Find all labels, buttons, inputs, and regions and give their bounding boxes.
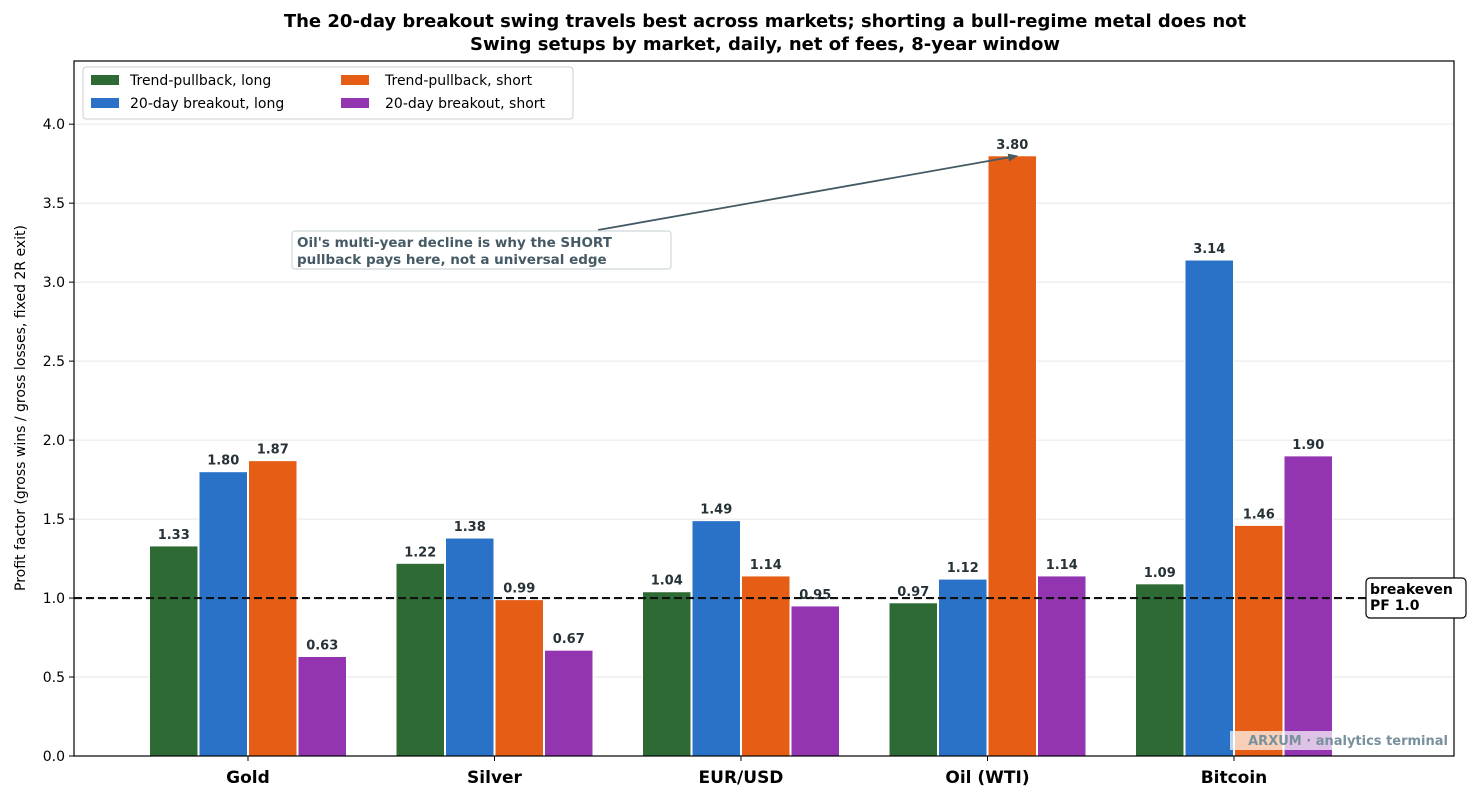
- data-label-eur-usd-20-day-breakout-long: 1.49: [700, 503, 732, 518]
- legend-swatch-breakout-long: [91, 98, 119, 108]
- legend-swatch-breakout-short: [341, 98, 369, 108]
- bar-gold-trend-pullback-short: [248, 460, 298, 757]
- x-tick-label-eur-usd: EUR/USD: [699, 768, 784, 788]
- bar-silver-20-day-breakout-short: [544, 649, 594, 757]
- y-tick-label: 1.5: [43, 512, 65, 528]
- bar-bitcoin-20-day-breakout-short: [1283, 455, 1333, 757]
- data-label-silver-20-day-breakout-long: 1.38: [454, 520, 486, 535]
- y-tick-label: 3.5: [43, 196, 65, 212]
- x-tick-label-oil-wti: Oil (WTI): [945, 768, 1029, 788]
- bar-eur-usd-20-day-breakout-short: [790, 605, 840, 757]
- data-label-gold-trend-pullback-long: 1.33: [158, 528, 190, 543]
- bar-eur-usd-trend-pullback-short: [741, 575, 791, 757]
- annotation: Oil's multi-year decline is why the SHOR…: [291, 153, 1019, 270]
- bar-eur-usd-trend-pullback-long: [642, 591, 692, 757]
- legend-label-trend-pullback-short: Trend-pullback, short: [384, 73, 533, 89]
- annotation-box: [291, 230, 672, 270]
- watermark-bg: [1230, 731, 1450, 750]
- data-label-silver-trend-pullback-long: 1.22: [404, 545, 436, 560]
- x-tick-label-silver: Silver: [467, 768, 523, 788]
- bar-oil-wti-20-day-breakout-long: [938, 578, 988, 757]
- data-label-oil-wti-20-day-breakout-short: 1.14: [1046, 558, 1078, 573]
- data-label-silver-trend-pullback-short: 0.99: [503, 582, 535, 597]
- chart-subtitle: Swing setups by market, daily, net of fe…: [470, 34, 1060, 55]
- x-tick-label-gold: Gold: [226, 768, 270, 788]
- bar-gold-20-day-breakout-short: [297, 655, 347, 757]
- legend-label-trend-pullback-long: Trend-pullback, long: [129, 73, 271, 89]
- bar-oil-wti-trend-pullback-long: [888, 602, 938, 757]
- x-axis: Gold Silver EUR/USD Oil (WTI) Bitcoin: [226, 756, 1267, 788]
- breakeven-label-line-1: breakeven: [1370, 582, 1453, 598]
- data-label-bitcoin-trend-pullback-short: 1.46: [1243, 507, 1275, 522]
- data-labels: 1.33 1.80 1.87 0.63 1.22 1.38 0.99 0.67 1.04 1.49…: [158, 138, 1325, 654]
- watermark: ARXUM · analytics terminal: [1248, 734, 1448, 749]
- data-label-silver-20-day-breakout-short: 0.67: [553, 632, 585, 647]
- y-tick-label: 1.0: [43, 591, 65, 607]
- data-label-oil-wti-20-day-breakout-long: 1.12: [947, 561, 979, 576]
- data-label-eur-usd-trend-pullback-long: 1.04: [651, 574, 683, 589]
- data-label-oil-wti-trend-pullback-short: 3.80: [996, 138, 1028, 153]
- legend-swatch-trend-pullback-short: [341, 75, 369, 85]
- data-label-gold-20-day-breakout-short: 0.63: [306, 638, 338, 653]
- breakeven-label: breakeven PF 1.0: [1365, 577, 1467, 619]
- bar-bitcoin-20-day-breakout-long: [1184, 259, 1234, 757]
- bar-eur-usd-20-day-breakout-long: [691, 520, 741, 757]
- x-tick-label-bitcoin: Bitcoin: [1201, 768, 1268, 788]
- bar-silver-trend-pullback-long: [395, 562, 445, 757]
- breakeven-label-line-2: PF 1.0: [1370, 598, 1420, 614]
- legend-swatch-trend-pullback-long: [91, 75, 119, 85]
- data-label-bitcoin-trend-pullback-long: 1.09: [1144, 566, 1176, 581]
- data-label-eur-usd-20-day-breakout-short: 0.95: [799, 588, 831, 603]
- data-label-bitcoin-20-day-breakout-short: 1.90: [1292, 438, 1324, 453]
- legend-label-breakout-short: 20-day breakout, short: [385, 96, 546, 112]
- bar-gold-trend-pullback-long: [149, 545, 199, 757]
- legend-label-breakout-long: 20-day breakout, long: [130, 96, 284, 112]
- y-tick-label: 2.5: [43, 354, 65, 370]
- y-tick-label: 3.0: [43, 275, 65, 291]
- annotation-arrow: [597, 156, 1009, 231]
- y-axis: 0.0 0.5 1.0 1.5 2.0 2.5 3.0 3.5 4.0: [43, 117, 74, 765]
- bar-bitcoin-trend-pullback-short: [1234, 524, 1284, 757]
- data-label-gold-20-day-breakout-long: 1.80: [207, 454, 239, 469]
- chart-title: The 20-day breakout swing travels best a…: [284, 11, 1247, 32]
- bar-gold-20-day-breakout-long: [198, 471, 248, 757]
- bar-bitcoin-trend-pullback-long: [1135, 583, 1185, 757]
- bar-silver-trend-pullback-short: [494, 599, 544, 757]
- bar-oil-wti-20-day-breakout-short: [1037, 575, 1087, 757]
- bar-oil-wti-trend-pullback-short: [987, 155, 1037, 757]
- y-axis-label: Profit factor (gross wins / gross losses…: [13, 225, 29, 591]
- data-label-gold-trend-pullback-short: 1.87: [257, 443, 289, 458]
- annotation-line-1: Oil's multi-year decline is why the SHOR…: [297, 235, 613, 251]
- y-tick-label: 2.0: [43, 433, 65, 449]
- y-tick-label: 0.5: [43, 670, 65, 686]
- data-label-oil-wti-trend-pullback-long: 0.97: [897, 585, 929, 600]
- legend-box: [82, 66, 574, 120]
- bar-silver-20-day-breakout-long: [445, 537, 495, 757]
- plot-frame: [73, 60, 1455, 757]
- data-label-eur-usd-trend-pullback-short: 1.14: [750, 558, 782, 573]
- data-label-bitcoin-20-day-breakout-long: 3.14: [1193, 242, 1225, 257]
- annotation-line-2: pullback pays here, not a universal edge: [297, 252, 607, 268]
- y-tick-label: 0.0: [43, 749, 65, 765]
- bars: [149, 155, 1333, 757]
- annotation-arrowhead: [1007, 153, 1019, 162]
- breakeven-label-box: [1365, 577, 1467, 619]
- legend: Trend-pullback, long 20-day breakout, lo…: [82, 66, 574, 120]
- y-tick-label: 4.0: [43, 117, 65, 133]
